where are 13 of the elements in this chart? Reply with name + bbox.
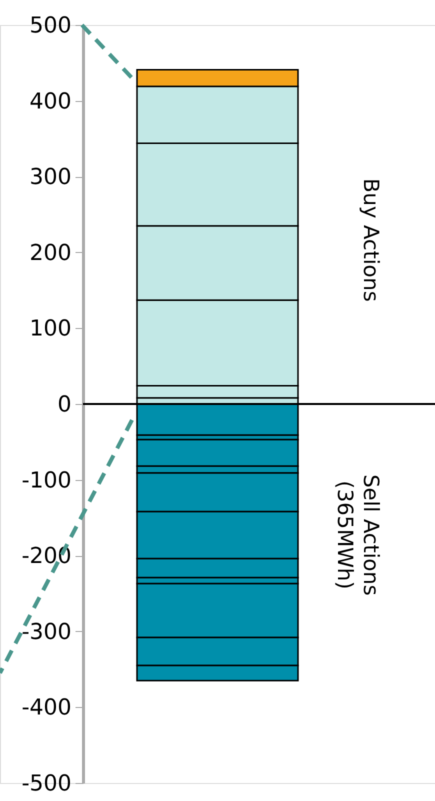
y-tick-label: 100: [30, 316, 72, 342]
y-tick-label: 500: [30, 14, 72, 38]
y-tick-label: -200: [22, 544, 72, 570]
y-tick-label: -500: [22, 772, 72, 796]
annotation: Buy Actions: [359, 178, 383, 302]
y-tick-label: -400: [22, 696, 72, 721]
y-tick-label: 400: [30, 89, 72, 114]
y-tick-label: -300: [22, 620, 72, 645]
y-tick-label: 200: [30, 240, 72, 266]
annotation: Sell Actions (365MWh): [333, 474, 383, 596]
y-tick-label: -100: [22, 468, 72, 494]
y-tick-label: 0: [58, 392, 72, 418]
y-tick-label: 300: [30, 165, 72, 190]
